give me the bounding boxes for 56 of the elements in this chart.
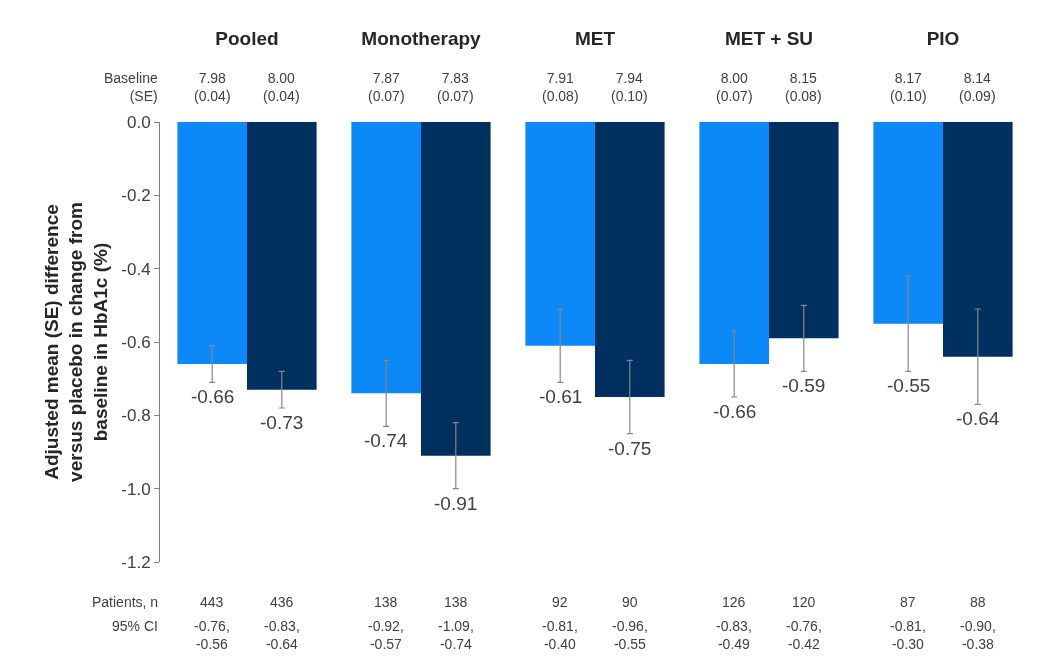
text: 92 — [552, 594, 568, 610]
text: 7.83 (0.07) — [437, 70, 474, 105]
data-label: -0.91 — [434, 493, 478, 514]
text: -0.76, -0.42 — [786, 618, 822, 653]
data-label: -0.74 — [364, 430, 408, 451]
text: 88 — [970, 594, 986, 610]
text: 138 — [374, 594, 398, 610]
y-tick-label: -0.8 — [121, 406, 151, 426]
text: Baseline (SE) — [104, 70, 158, 105]
text: 436 — [270, 594, 294, 610]
data-label: -0.64 — [956, 408, 1000, 429]
text: 7.94 (0.10) — [611, 70, 648, 105]
text: -0.92, -0.57 — [368, 618, 404, 653]
text: 95% CI — [112, 618, 158, 634]
y-tick-label: -0.2 — [121, 186, 151, 206]
text: -0.83, -0.49 — [716, 618, 752, 653]
data-label: -0.75 — [608, 438, 652, 459]
x-tick-label: Pooled — [215, 28, 279, 50]
text: 87 — [900, 594, 916, 610]
text: 8.00 (0.07) — [716, 70, 753, 105]
text: -0.81, -0.30 — [890, 618, 926, 653]
text: Patients, n — [92, 594, 159, 610]
text: 7.91 (0.08) — [542, 70, 579, 105]
data-label: -0.73 — [260, 412, 304, 433]
data-label: -0.66 — [713, 401, 757, 422]
text: 7.98 (0.04) — [194, 70, 231, 105]
data-label: -0.66 — [191, 386, 235, 407]
data-label: -0.61 — [539, 386, 583, 407]
text: -0.76, -0.56 — [194, 618, 230, 653]
text: 8.17 (0.10) — [890, 70, 927, 105]
text: 138 — [444, 594, 468, 610]
x-tick-label: Monotherapy — [361, 28, 482, 50]
x-tick-label: MET + SU — [724, 28, 814, 50]
text: -0.96, -0.55 — [612, 618, 648, 653]
text: 7.87 (0.07) — [368, 70, 405, 105]
text: 120 — [792, 594, 816, 610]
y-axis-title: Adjusted mean (SE) difference versus placebo in change from baseline in HbA1c (%) — [40, 202, 112, 482]
text: 8.00 (0.04) — [263, 70, 300, 105]
text: 126 — [722, 594, 746, 610]
text: 8.15 (0.08) — [785, 70, 822, 105]
y-tick-label: -0.4 — [121, 259, 151, 279]
text: 443 — [200, 594, 224, 610]
text: -0.83, -0.64 — [264, 618, 300, 653]
text: 90 — [622, 594, 638, 610]
data-label: -0.59 — [782, 375, 826, 396]
y-tick-label: -0.6 — [121, 332, 151, 352]
text: -0.90, -0.38 — [960, 618, 996, 653]
y-tick-label: 0.0 — [126, 112, 151, 132]
text: 8.14 (0.09) — [959, 70, 996, 105]
x-tick-label: MET — [574, 28, 616, 50]
x-tick-label: PIO — [926, 28, 960, 50]
text: -0.81, -0.40 — [542, 618, 578, 653]
y-tick-label: -1.2 — [121, 552, 151, 572]
data-label: -0.55 — [887, 375, 931, 396]
y-tick-label: -1.0 — [121, 479, 151, 499]
text: -1.09, -0.74 — [438, 618, 474, 653]
